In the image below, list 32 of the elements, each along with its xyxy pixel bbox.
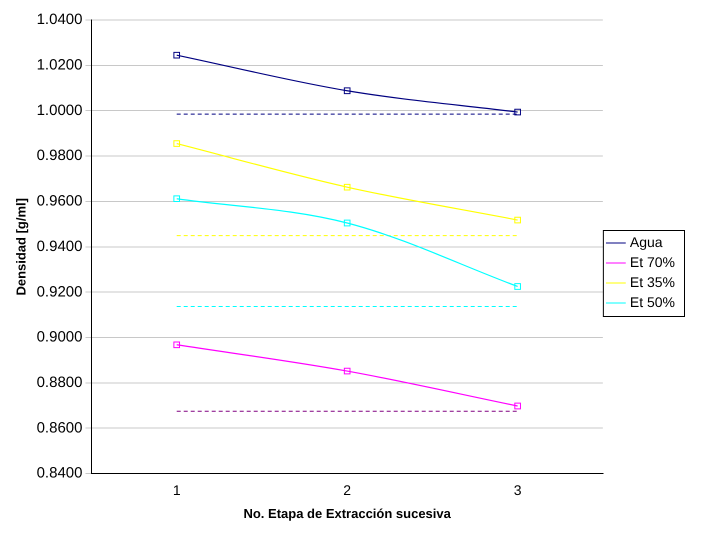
point	[514, 283, 521, 290]
y-tick-label: 0.9200	[36, 283, 82, 300]
legend-label: Et 50%	[630, 294, 676, 310]
y-tick-label: 0.9600	[36, 192, 82, 210]
legend-label: Agua	[630, 234, 663, 250]
y-tick-label: 1.0200	[36, 56, 82, 74]
y-axis-title: Densidad [g/ml]	[13, 198, 28, 296]
y-tick-label: 0.9800	[36, 147, 82, 164]
point	[173, 195, 180, 202]
y-tick-label: 0.8600	[36, 419, 82, 436]
legend-label: Et 35%	[630, 274, 676, 290]
x-axis-title: No. Etapa de Extracción sucesiva	[243, 506, 452, 521]
x-tick-label: 2	[343, 482, 352, 498]
point	[344, 368, 350, 374]
x-tick-label: 1	[172, 482, 181, 498]
point	[344, 184, 350, 190]
y-tick-label: 0.9000	[36, 328, 82, 346]
point	[173, 341, 180, 348]
y-tick-label: 1.0400	[36, 11, 82, 28]
point	[344, 87, 350, 94]
y-tick-label: 1.0000	[36, 102, 82, 119]
point	[514, 108, 521, 116]
point	[344, 220, 350, 226]
point	[173, 140, 180, 147]
y-tick-label: 0.9400	[36, 238, 82, 255]
point	[173, 52, 180, 58]
point	[514, 402, 521, 410]
y-tick-label: 0.8800	[36, 374, 82, 392]
point	[514, 216, 521, 224]
y-tick-label: 0.8400	[36, 464, 82, 482]
legend-label: Et 70%	[630, 254, 676, 270]
x-tick-label: 3	[514, 482, 522, 498]
